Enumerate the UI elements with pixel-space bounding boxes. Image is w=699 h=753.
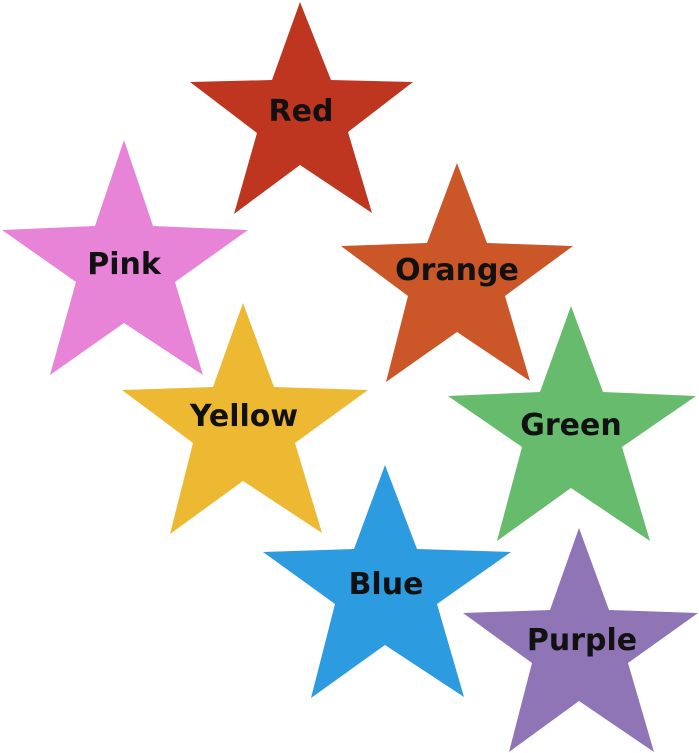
star-yellow: Yellow (122, 303, 368, 534)
star-blue: Blue (263, 465, 511, 698)
star-pink: Pink (2, 140, 248, 375)
star-red-label: Red (269, 94, 334, 129)
star-orange-shape (341, 163, 573, 382)
star-green-label: Green (520, 408, 621, 443)
star-pink-label: Pink (87, 247, 162, 282)
star-yellow-label: Yellow (189, 399, 298, 434)
star-yellow-shape (122, 303, 368, 534)
star-green: Green (448, 306, 696, 541)
star-pink-shape (2, 140, 248, 375)
star-green-shape (448, 306, 696, 541)
star-purple-label: Purple (527, 623, 637, 658)
star-purple: Purple (463, 528, 698, 752)
star-red-shape (190, 2, 413, 214)
star-blue-label: Blue (349, 567, 424, 602)
star-blue-shape (263, 465, 511, 698)
star-orange-label: Orange (395, 253, 519, 288)
star-red: Red (190, 2, 413, 214)
star-purple-shape (463, 528, 698, 752)
star-orange: Orange (341, 163, 573, 382)
